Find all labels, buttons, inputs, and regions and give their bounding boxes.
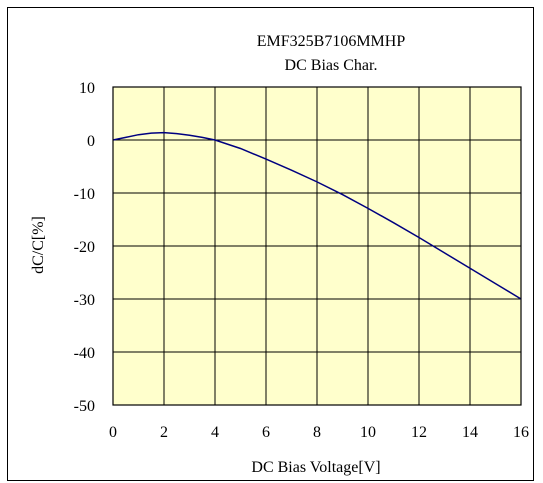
y-tick-label: -20 <box>74 239 95 256</box>
y-tick-label: 0 <box>87 133 95 150</box>
x-axis-label: DC Bias Voltage[V] <box>251 459 380 476</box>
x-tick-label: 8 <box>313 424 321 441</box>
x-tick-label: 14 <box>462 424 478 441</box>
x-tick-label: 6 <box>262 424 270 441</box>
x-tick-label: 2 <box>160 424 168 441</box>
y-tick-label: -50 <box>74 398 95 415</box>
y-tick-label: -10 <box>74 186 95 203</box>
x-tick-labels: 0 2 4 6 8 10 12 14 16 <box>109 424 529 441</box>
x-tick-label: 4 <box>211 424 219 441</box>
x-tick-label: 12 <box>411 424 427 441</box>
chart-subtitle: DC Bias Char. <box>285 57 378 74</box>
y-tick-label: -30 <box>74 292 95 309</box>
series-line <box>112 131 522 300</box>
plot-border <box>112 86 522 406</box>
chart-title: EMF325B7106MMHP <box>257 33 406 50</box>
x-tick-label: 0 <box>109 424 117 441</box>
x-tick-label: 10 <box>360 424 376 441</box>
x-tick-label: 16 <box>513 424 529 441</box>
y-tick-label: -40 <box>74 345 95 362</box>
y-tick-labels: 10 0 -10 -20 -30 -40 -50 <box>74 80 95 415</box>
y-axis-label: dC/C[%] <box>30 216 47 274</box>
y-tick-label: 10 <box>79 80 95 97</box>
